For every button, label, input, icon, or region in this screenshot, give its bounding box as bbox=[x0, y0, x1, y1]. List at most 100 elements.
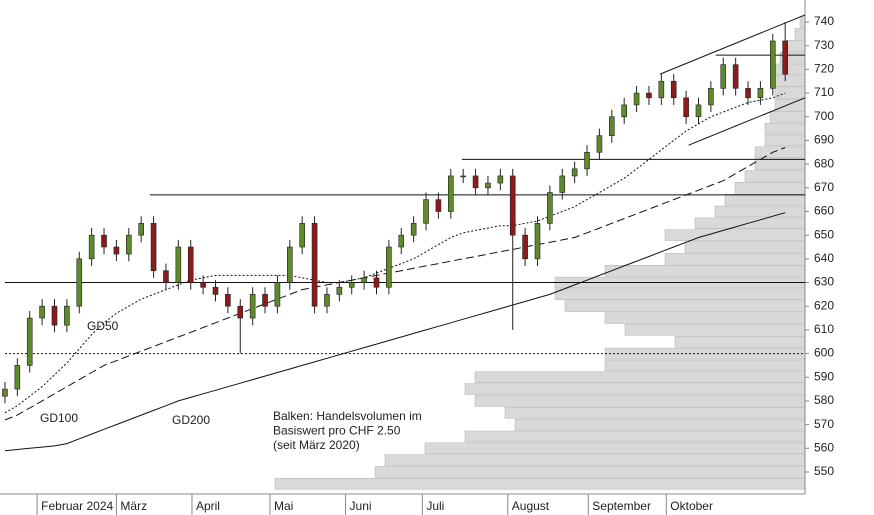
candle-body bbox=[373, 277, 380, 288]
volume-bar bbox=[514, 418, 806, 431]
candle-body bbox=[88, 234, 95, 260]
candle-body bbox=[745, 88, 751, 99]
volume-bar bbox=[754, 146, 806, 158]
annotation: Basiswert pro CHF 2.50 bbox=[273, 424, 401, 438]
candle-body bbox=[547, 192, 553, 224]
volume-bar bbox=[774, 87, 806, 99]
candle-body bbox=[559, 175, 566, 193]
candle-body bbox=[101, 234, 107, 248]
candle-body bbox=[76, 258, 83, 307]
y-tick-label: 740 bbox=[814, 14, 834, 28]
volume-bar bbox=[554, 288, 806, 301]
y-tick-label: 570 bbox=[814, 417, 834, 431]
candle-body bbox=[348, 282, 355, 288]
volume-bar bbox=[769, 111, 806, 123]
candle-body bbox=[683, 97, 689, 118]
candle-body bbox=[175, 246, 182, 283]
candle-body bbox=[460, 175, 466, 178]
candle-body bbox=[423, 199, 429, 224]
y-tick-label: 710 bbox=[814, 85, 834, 99]
y-tick-label: 730 bbox=[814, 38, 834, 52]
x-tick-label: September bbox=[592, 499, 651, 513]
candle-body bbox=[274, 282, 281, 307]
candle-body bbox=[361, 277, 367, 283]
volume-bar bbox=[764, 134, 806, 147]
volume-bar bbox=[604, 312, 806, 324]
y-tick-label: 560 bbox=[814, 440, 834, 454]
candle-body bbox=[410, 223, 417, 236]
candle-body bbox=[708, 88, 714, 106]
volume-bar bbox=[794, 28, 806, 40]
candle-body bbox=[497, 175, 504, 184]
candle-body bbox=[113, 246, 120, 255]
volume-bar bbox=[564, 300, 806, 312]
candle-body bbox=[646, 92, 652, 99]
candle-body bbox=[670, 80, 677, 99]
series-label: GD50 bbox=[87, 319, 119, 333]
candle-body bbox=[522, 234, 528, 260]
volume-bar bbox=[664, 229, 806, 241]
volume-bar bbox=[604, 265, 806, 277]
y-tick-label: 550 bbox=[814, 464, 834, 478]
candle-body bbox=[757, 88, 764, 99]
x-tick-label: August bbox=[512, 499, 550, 513]
volume-bar bbox=[774, 75, 806, 87]
volume-bar bbox=[744, 170, 806, 182]
volume-bar bbox=[464, 383, 806, 395]
volume-bar bbox=[714, 205, 806, 218]
x-tick-label: Juni bbox=[350, 499, 372, 513]
volume-bar bbox=[724, 193, 806, 206]
volume-bar bbox=[274, 478, 806, 490]
volume-bar bbox=[694, 217, 806, 229]
candle-body bbox=[534, 223, 541, 260]
y-tick-label: 610 bbox=[814, 322, 834, 336]
candle-body bbox=[633, 92, 640, 106]
candle-body bbox=[212, 286, 219, 295]
candle-body bbox=[621, 104, 627, 118]
candle-body bbox=[200, 282, 206, 288]
volume-bar bbox=[374, 466, 806, 478]
volume-bar bbox=[384, 454, 806, 466]
volume-bar bbox=[764, 122, 806, 135]
candle-body bbox=[571, 168, 578, 177]
volume-bar bbox=[624, 324, 806, 336]
series-label: GD200 bbox=[172, 413, 210, 427]
series-label: GD100 bbox=[40, 411, 78, 425]
candle-body bbox=[14, 365, 21, 390]
candle-body bbox=[435, 199, 442, 212]
candle-body bbox=[64, 305, 70, 326]
moving-average bbox=[4, 147, 786, 421]
y-tick-label: 720 bbox=[814, 62, 834, 76]
candle-body bbox=[225, 294, 231, 307]
candle-body bbox=[262, 294, 268, 307]
candle-body bbox=[126, 234, 132, 255]
candle-body bbox=[472, 175, 479, 189]
volume-bar bbox=[664, 253, 806, 265]
y-tick-label: 600 bbox=[814, 346, 834, 360]
volume-bar bbox=[504, 407, 806, 419]
candle-body bbox=[39, 305, 45, 319]
candle-body bbox=[163, 270, 169, 283]
candle-body bbox=[299, 223, 305, 248]
candle-body bbox=[286, 246, 293, 283]
volume-bar bbox=[464, 430, 806, 443]
y-tick-label: 590 bbox=[814, 369, 834, 383]
candle-body bbox=[398, 234, 405, 248]
y-tick-label: 640 bbox=[814, 251, 834, 265]
candle-body bbox=[447, 175, 454, 212]
y-tick-label: 620 bbox=[814, 298, 834, 312]
y-tick-label: 690 bbox=[814, 133, 834, 147]
trend-line bbox=[659, 14, 806, 75]
moving-average bbox=[4, 212, 786, 452]
candle-body bbox=[2, 388, 8, 397]
candle-body bbox=[732, 64, 739, 89]
x-tick-label: März bbox=[120, 499, 147, 513]
x-tick-label: Mai bbox=[274, 499, 293, 513]
annotation: (seit März 2020) bbox=[273, 438, 360, 452]
volume-bar bbox=[674, 336, 806, 348]
x-tick-label: Februar 2024 bbox=[41, 499, 113, 513]
candle-body bbox=[386, 246, 392, 288]
volume-bar bbox=[734, 182, 806, 194]
x-tick-label: Oktober bbox=[670, 499, 713, 513]
